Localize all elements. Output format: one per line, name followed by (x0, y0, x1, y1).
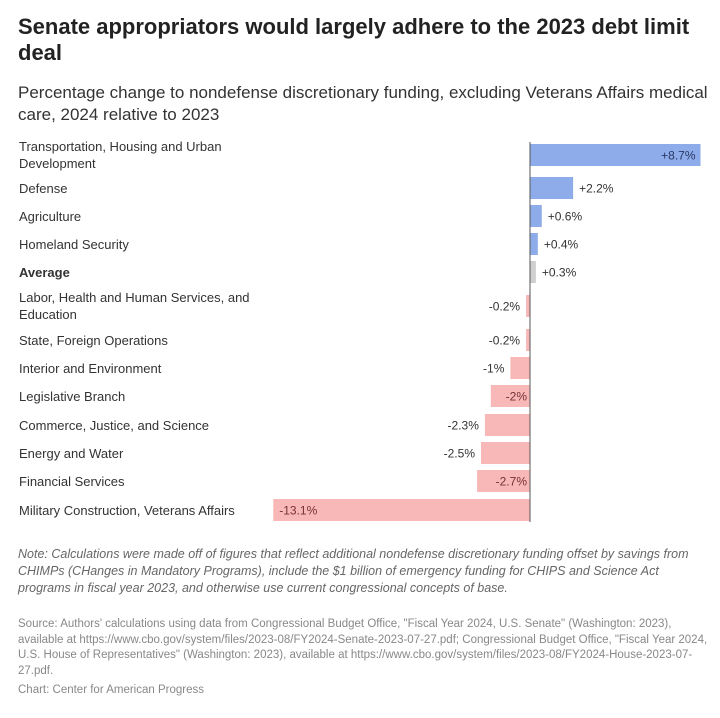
data-label: +8.7% (661, 149, 696, 163)
data-label: -2.3% (448, 419, 480, 433)
bar (530, 233, 538, 255)
chart-note: Note: Calculations were made off of figu… (18, 547, 689, 595)
data-label: -0.2% (489, 300, 521, 314)
data-label: -1% (483, 362, 505, 376)
category-label: Labor, Health and Human Services, and Ed… (19, 290, 250, 322)
bar (273, 499, 530, 521)
bar (530, 144, 701, 166)
category-label: Agriculture (19, 208, 82, 224)
category-label: Energy and Water (19, 445, 124, 461)
bar (526, 295, 530, 317)
bar (477, 470, 530, 492)
category-label: Defense (19, 180, 68, 196)
bar (481, 442, 530, 464)
data-label: -2.5% (444, 447, 476, 461)
data-label: -2% (506, 390, 528, 404)
bar (490, 385, 530, 407)
bar (526, 329, 530, 351)
data-label: +0.6% (548, 210, 583, 224)
data-label: -2.7% (496, 475, 528, 489)
chart-subtitle: Percentage change to nondefense discreti… (18, 83, 708, 124)
category-label: Average (19, 264, 70, 280)
data-label: -13.1% (279, 504, 317, 518)
chart-credit: Chart: Center for American Progress (18, 684, 204, 696)
chart-source: Source: Authors' calculations using data… (18, 618, 708, 677)
category-label: Homeland Security (19, 236, 129, 252)
bar (530, 261, 536, 283)
category-label: Military Construction, Veterans Affairs (19, 502, 235, 518)
category-label: Legislative Branch (19, 388, 126, 404)
data-label: -0.2% (489, 334, 521, 348)
data-label: +2.2% (579, 182, 614, 196)
bar (530, 205, 542, 227)
category-label: Interior and Environment (19, 360, 162, 376)
category-label: Financial Services (19, 473, 125, 489)
data-label: +0.4% (544, 238, 579, 252)
data-label: +0.3% (542, 266, 577, 280)
chart-title: Senate appropriators would largely adher… (18, 14, 690, 65)
bar (530, 177, 574, 199)
category-label: Commerce, Justice, and Science (19, 417, 210, 433)
category-label: Transportation, Housing and Urban Develo… (19, 139, 222, 171)
bar (510, 357, 530, 379)
category-label: State, Foreign Operations (19, 332, 168, 348)
bar (484, 414, 530, 436)
